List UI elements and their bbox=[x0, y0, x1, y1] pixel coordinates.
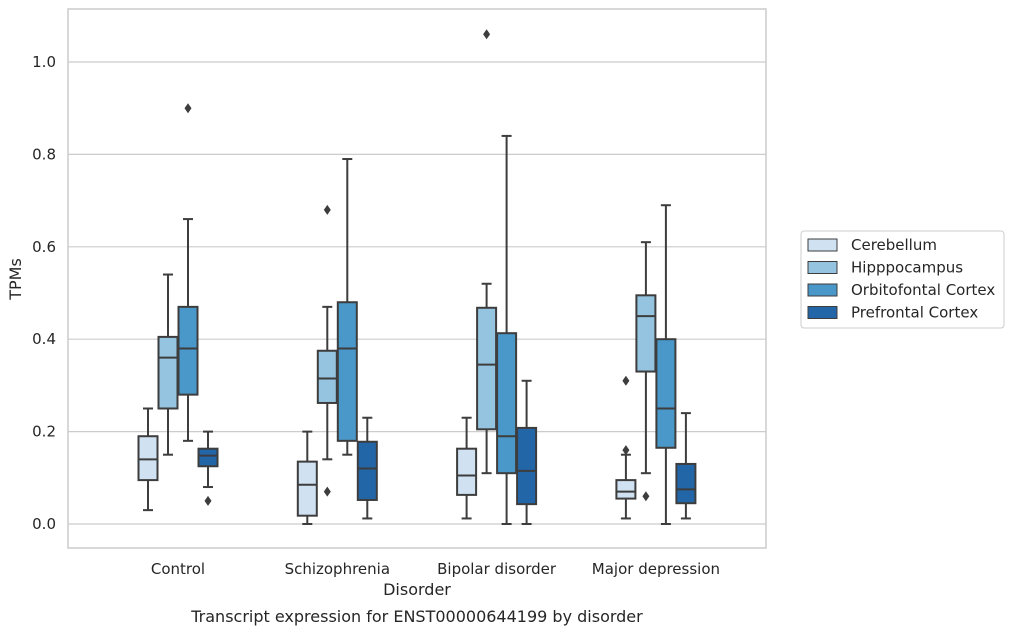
iqr-box bbox=[316, 349, 338, 404]
iqr-box bbox=[137, 435, 159, 482]
iqr-box bbox=[476, 306, 498, 431]
y-axis-label: TPMs bbox=[6, 258, 25, 301]
box-series bbox=[137, 29, 697, 525]
iqr-box bbox=[356, 440, 378, 501]
legend: Cerebellum Hipppocampus Orbitofontal Corte… bbox=[800, 230, 1005, 329]
box-hipppocampus bbox=[476, 29, 498, 475]
plot-frame bbox=[67, 8, 767, 549]
y-tick-label: 0.4 bbox=[32, 330, 56, 348]
outlier-point bbox=[323, 204, 331, 215]
box-hipppocampus bbox=[316, 204, 338, 497]
legend-frame bbox=[800, 230, 1005, 329]
iqr-box bbox=[516, 426, 538, 506]
legend-label: Prefrontal Cortex bbox=[851, 304, 978, 322]
x-tick-label: Control bbox=[151, 560, 205, 578]
box-orbitofontal-cortex bbox=[496, 134, 518, 525]
legend-label: Hipppocampus bbox=[851, 259, 963, 277]
y-tick-labels: 0.0 0.2 0.4 0.6 0.8 1.0 bbox=[32, 53, 56, 533]
box-prefrontal-cortex bbox=[356, 416, 378, 520]
box-cerebellum bbox=[456, 416, 478, 520]
box-cerebellum bbox=[615, 375, 637, 520]
iqr-box bbox=[177, 305, 199, 396]
box-prefrontal-cortex bbox=[516, 379, 538, 525]
box-hipppocampus bbox=[157, 273, 179, 456]
box-prefrontal-cortex bbox=[675, 412, 697, 520]
iqr-box bbox=[197, 447, 219, 468]
box-cerebellum bbox=[137, 407, 159, 512]
y-tick-label: 0.2 bbox=[32, 423, 56, 441]
legend-swatch bbox=[807, 283, 838, 297]
legend-swatch bbox=[807, 238, 838, 252]
iqr-box bbox=[655, 338, 677, 449]
y-tick-label: 0.6 bbox=[32, 238, 56, 256]
outlier-point bbox=[622, 375, 630, 386]
iqr-box bbox=[635, 294, 657, 373]
outlier-point bbox=[622, 445, 630, 456]
iqr-box bbox=[157, 335, 179, 410]
legend-swatch bbox=[807, 261, 838, 274]
y-tick-label: 1.0 bbox=[32, 53, 56, 71]
legend-swatch bbox=[807, 306, 838, 319]
x-tick-label: Schizophrenia bbox=[285, 560, 390, 578]
outlier-point bbox=[642, 491, 650, 502]
outlier-point bbox=[483, 29, 491, 40]
box-prefrontal-cortex bbox=[197, 430, 219, 506]
x-tick-label: Major depression bbox=[592, 560, 720, 578]
legend-label: Orbitofontal Cortex bbox=[851, 281, 995, 299]
y-tick-label: 0.8 bbox=[32, 145, 56, 163]
box-orbitofontal-cortex bbox=[336, 158, 358, 456]
iqr-box bbox=[456, 447, 478, 496]
x-tick-labels: Control Schizophrenia Bipolar disorder Majo… bbox=[151, 560, 720, 578]
iqr-box bbox=[496, 332, 518, 475]
iqr-box bbox=[675, 462, 697, 505]
y-tick-label: 0.0 bbox=[32, 515, 56, 533]
iqr-box bbox=[336, 301, 358, 442]
iqr-box bbox=[615, 479, 637, 500]
chart-caption: Transcript expression for ENST0000064419… bbox=[190, 607, 643, 626]
box-hipppocampus bbox=[635, 241, 657, 502]
box-orbitofontal-cortex bbox=[177, 103, 199, 442]
iqr-box bbox=[296, 460, 318, 517]
outlier-point bbox=[204, 495, 212, 506]
x-axis-label: Disorder bbox=[383, 580, 451, 599]
x-tick-label: Bipolar disorder bbox=[437, 560, 557, 578]
box-orbitofontal-cortex bbox=[655, 204, 677, 525]
legend-label: Cerebellum bbox=[851, 236, 937, 254]
outlier-point bbox=[323, 486, 331, 497]
box-cerebellum bbox=[296, 430, 318, 525]
outlier-point bbox=[184, 103, 192, 114]
